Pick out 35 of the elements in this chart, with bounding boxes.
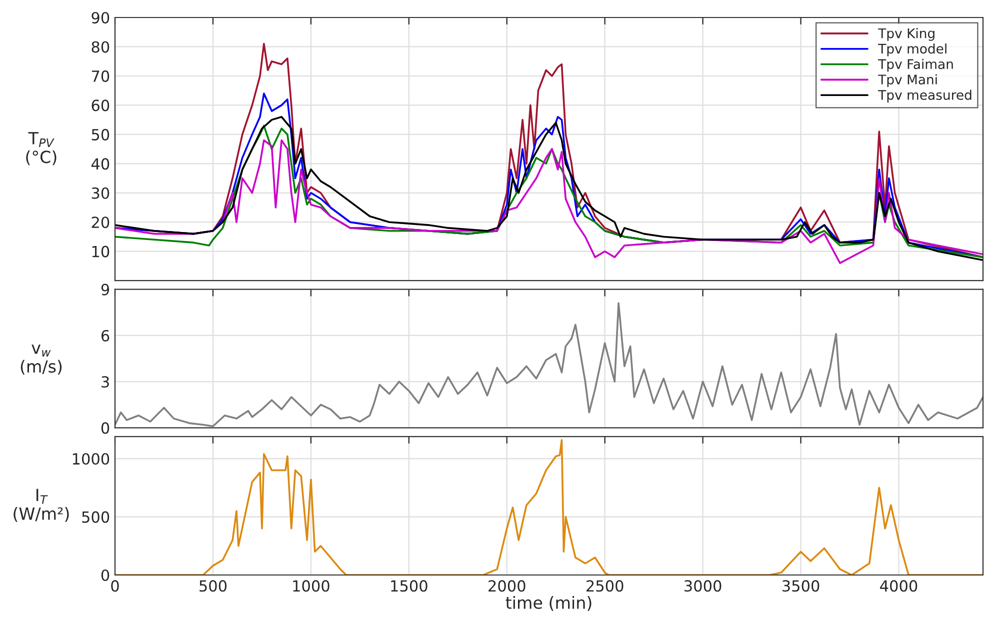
legend-label: Tpv measured	[878, 90, 972, 102]
y-tick-label: 3	[102, 376, 109, 388]
y-axis-title: T$_{PV}$ (°C)	[26, 132, 56, 166]
y-tick-label: 30	[92, 187, 110, 199]
y-tick-label: 10	[92, 246, 110, 258]
y-tick-label: 70	[92, 70, 110, 82]
x-tick-label: 2500	[586, 580, 624, 592]
y-tick-label: 90	[92, 12, 110, 24]
legend-label: Tpv King	[878, 28, 934, 41]
y-tick-label: 20	[92, 216, 110, 228]
x-tick-label: 3000	[684, 580, 722, 592]
x-tick-label: 1000	[293, 580, 330, 592]
y-tick-label: 6	[101, 330, 110, 342]
y-tick-label: 40	[91, 158, 110, 170]
y-axis-title: v$_{w}$ (m/s)	[20, 344, 62, 375]
y-tick-label: 0	[101, 422, 110, 434]
y-tick-label: 1000	[72, 453, 110, 465]
legend-label: Tpv Faiman	[878, 58, 953, 72]
x-tick-label: 1500	[391, 580, 428, 592]
x-axis-title: time (min)	[506, 596, 592, 611]
legend-label: Tpv model	[878, 43, 946, 56]
line-series	[115, 439, 983, 575]
y-tick-label: 9	[101, 284, 110, 296]
y-tick-label: 60	[92, 100, 110, 112]
x-tick-label: 0	[111, 580, 119, 592]
x-tick-label: 500	[200, 580, 227, 592]
y-tick-label: 80	[92, 41, 110, 53]
y-axis-title: I$_{T}$ (W/m²)	[14, 488, 69, 522]
y-tick-label: 500	[82, 511, 110, 523]
y-tick-label: 0	[101, 569, 110, 582]
x-tick-label: 3500	[782, 580, 820, 592]
legend-label: Tpv Mani	[878, 74, 937, 88]
x-tick-label: 4000	[880, 580, 918, 592]
y-tick-label: 50	[92, 128, 110, 140]
x-tick-label: 2000	[488, 580, 526, 592]
